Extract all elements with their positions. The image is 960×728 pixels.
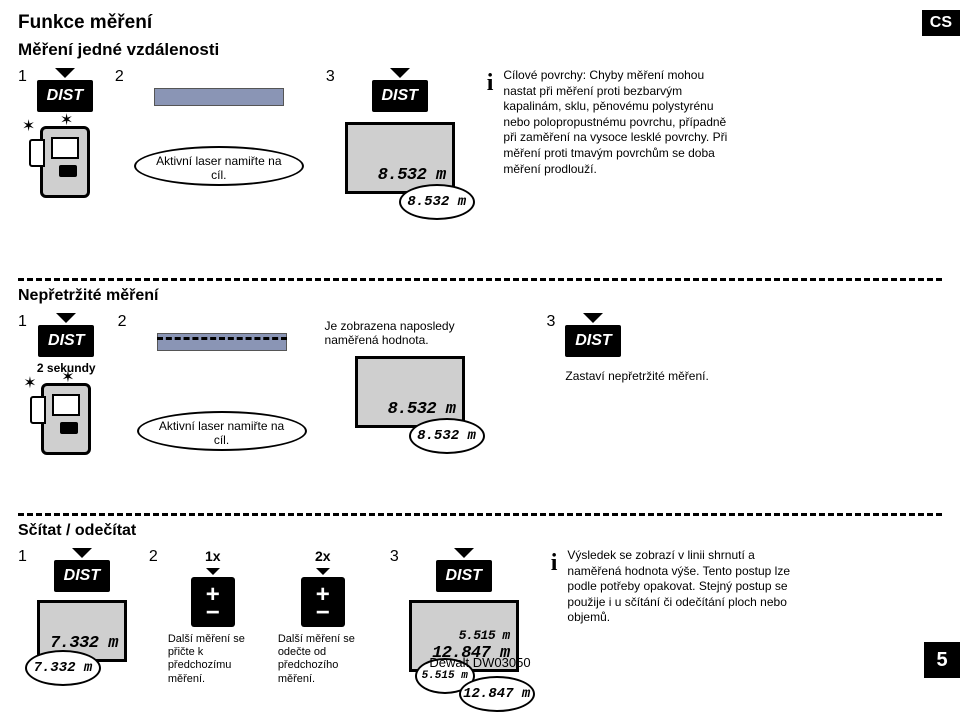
dist-button[interactable]: DIST [436, 560, 492, 592]
step-number: 3 [390, 548, 399, 566]
value-bubble: 12.847 m [459, 676, 535, 712]
plus-minus-button[interactable]: + − [191, 577, 235, 627]
sparkle-icon: ✶ [60, 110, 73, 130]
section-title-continuous: Nepřetržité měření [18, 287, 942, 305]
section-single-measure: 1 DIST ✶ ✶ 2 Akti [18, 68, 942, 268]
caption-bubble: Aktivní laser namiřte na cíl. [134, 146, 304, 186]
page-number: 5 [924, 642, 960, 678]
step-3: 3 DIST 8.532 m 8.532 m [326, 68, 455, 194]
chevron-down-icon [206, 568, 220, 575]
step-number: 3 [326, 68, 335, 86]
chevron-down-icon [72, 548, 92, 558]
section-title-addsub: Sčítat / odečítat [18, 522, 942, 540]
footer-text: Dewalt DW03050 [0, 655, 960, 670]
step-1: 1 DIST 7.332 m 7.332 m [18, 548, 127, 662]
step-1: 1 DIST ✶ ✶ [18, 68, 93, 198]
info-icon: i [487, 68, 494, 177]
dist-button[interactable]: DIST [54, 560, 110, 592]
step-2: 2 Aktivní laser namiřte na cíl. [115, 68, 304, 186]
pm-times-label: 2x [315, 548, 331, 564]
value-bubble: 8.532 m [399, 184, 475, 220]
stop-caption: Zastaví nepřetržité měření. [565, 369, 735, 383]
step-number: 1 [18, 313, 27, 331]
step-number: 3 [547, 313, 556, 331]
dist-button[interactable]: DIST [372, 80, 428, 112]
step-number: 2 [118, 313, 127, 331]
section-add-subtract: 1 DIST 7.332 m 7.332 m 2 1x [18, 548, 942, 728]
section-title-single: Měření jedné vzdálenosti [18, 40, 942, 60]
step-3: 3 DIST 5.515 m 12.847 m 5.515 m 12.847 m [390, 548, 519, 672]
chevron-down-icon [316, 568, 330, 575]
lcd-value: 8.532 m [388, 400, 456, 419]
step-number: 2 [115, 68, 124, 86]
minus-icon: − [206, 606, 220, 620]
dashed-divider [18, 278, 942, 281]
step-3: 3 DIST Zastaví nepřetržité měření. [547, 313, 736, 383]
sparkle-icon: ✶ [22, 116, 35, 136]
last-value-block: Je zobrazena naposledy naměřená hodnota.… [325, 313, 495, 428]
sparkle-icon: ✶ [61, 367, 74, 387]
chevron-down-icon [454, 548, 474, 558]
value-bubble: 8.532 m [409, 418, 485, 454]
plus-minus-button[interactable]: + − [301, 577, 345, 627]
info-block: i Cílové povrchy: Chyby měření mohou nas… [487, 68, 734, 177]
info-icon: i [551, 548, 558, 626]
chevron-down-icon [390, 68, 410, 78]
device-icon [41, 383, 91, 455]
last-value-caption: Je zobrazena naposledy naměřená hodnota. [325, 319, 485, 348]
chevron-down-icon [55, 68, 75, 78]
step-2: 2 Aktivní laser namiřte na cíl. [118, 313, 307, 451]
dist-button[interactable]: DIST [38, 325, 94, 357]
lcd-display: 8.532 m [355, 356, 465, 428]
lcd-value-mid: 5.515 m [459, 628, 510, 643]
info-text: Výsledek se zobrazí v linii shrnutí a na… [567, 548, 797, 626]
step-1: 1 DIST 2 sekundy ✶ ✶ [18, 313, 96, 455]
dashed-divider [18, 513, 942, 516]
language-badge: CS [922, 10, 960, 36]
step-number: 2 [149, 548, 158, 566]
dashed-connector [157, 337, 287, 340]
info-text: Cílové povrchy: Chyby měření mohou nasta… [503, 68, 733, 177]
chevron-down-icon [583, 313, 603, 323]
lcd-value: 8.532 m [378, 166, 446, 185]
step-number: 1 [18, 68, 27, 86]
minus-icon: − [316, 606, 330, 620]
chevron-down-icon [56, 313, 76, 323]
aim-caption: Aktivní laser namiřte na cíl. [159, 419, 284, 447]
device-icon [40, 126, 90, 198]
dist-button[interactable]: DIST [565, 325, 621, 357]
target-surface [157, 333, 287, 351]
target-surface [154, 88, 284, 106]
page-title: Funkce měření [18, 12, 942, 34]
dist-button[interactable]: DIST [37, 80, 93, 112]
step-number: 1 [18, 548, 27, 566]
pm-times-label: 1x [205, 548, 221, 564]
aim-caption: Aktivní laser namiřte na cíl. [156, 154, 281, 182]
sparkle-icon: ✶ [23, 373, 36, 393]
section-continuous-measure: 1 DIST 2 sekundy ✶ ✶ 2 [18, 313, 942, 503]
info-block: i Výsledek se zobrazí v linii shrnutí a … [551, 548, 798, 626]
caption-bubble: Aktivní laser namiřte na cíl. [137, 411, 307, 451]
